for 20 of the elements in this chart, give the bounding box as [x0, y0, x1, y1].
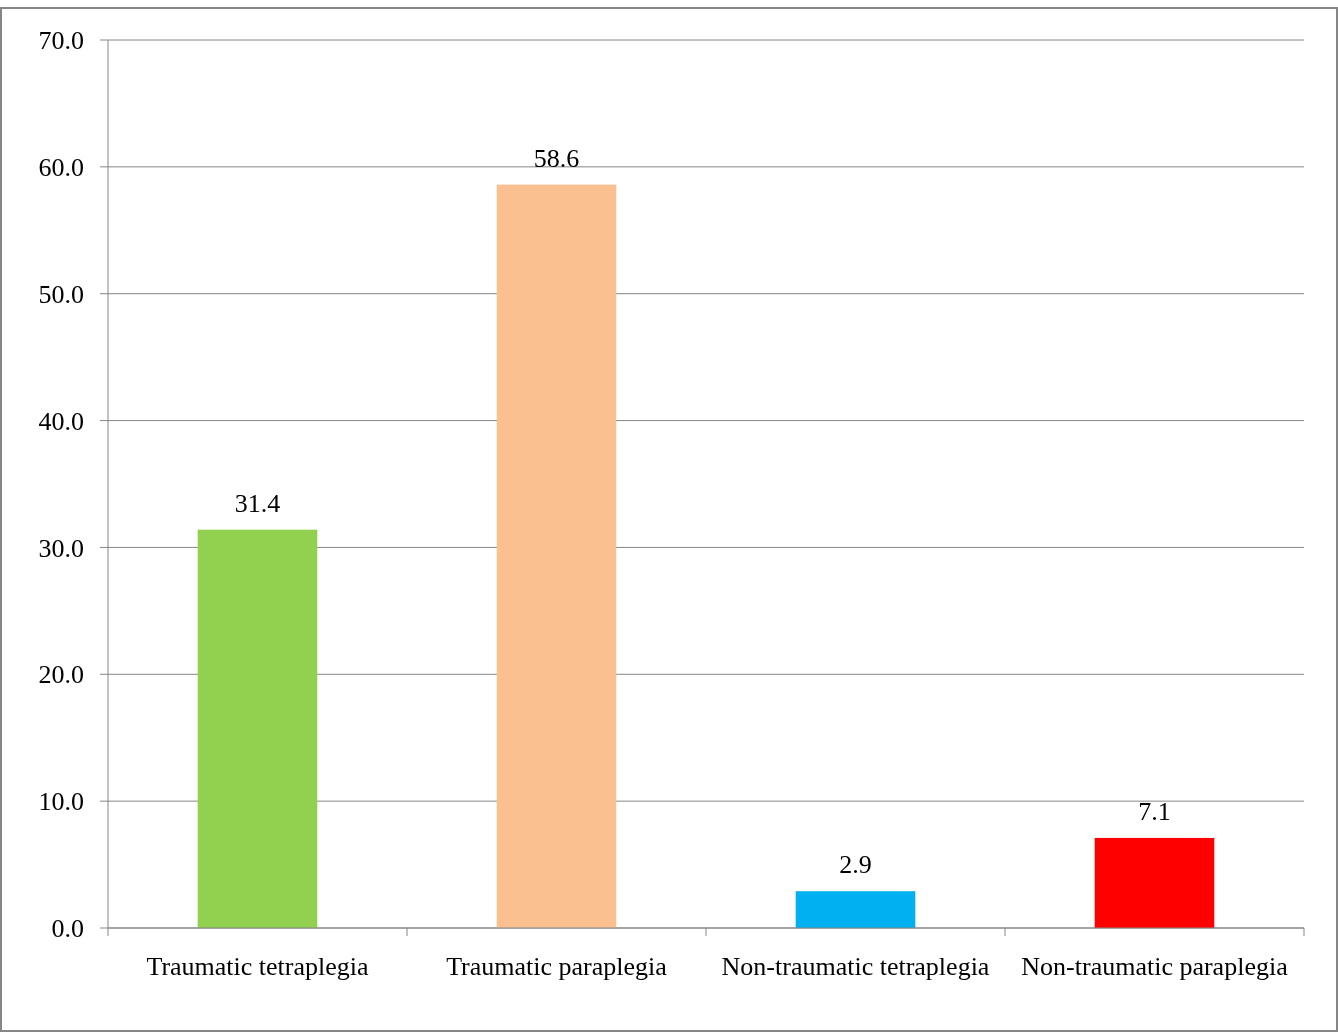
bar [496, 184, 617, 928]
y-tick-label: 70.0 [38, 26, 84, 56]
y-tick-label: 40.0 [38, 406, 84, 436]
x-tick-label: Non-traumatic paraplegia [1021, 952, 1289, 981]
data-label: 31.4 [234, 488, 281, 518]
bar [1094, 837, 1215, 928]
x-tick-label: Traumatic tetraplegia [146, 952, 370, 981]
x-tick-label: Traumatic paraplegia [446, 952, 668, 981]
data-label: 58.6 [533, 143, 580, 173]
data-label: 7.1 [1138, 796, 1171, 826]
bar [197, 529, 318, 928]
bar [795, 891, 916, 928]
data-label: 2.9 [839, 850, 872, 880]
y-tick-label: 0.0 [51, 914, 84, 944]
y-tick-label: 10.0 [38, 787, 84, 817]
y-tick-label: 20.0 [38, 660, 84, 690]
y-tick-label: 30.0 [38, 533, 84, 563]
y-tick-label: 50.0 [38, 279, 84, 309]
y-tick-label: 60.0 [38, 152, 84, 182]
x-tick-label: Non-traumatic tetraplegia [721, 952, 990, 981]
